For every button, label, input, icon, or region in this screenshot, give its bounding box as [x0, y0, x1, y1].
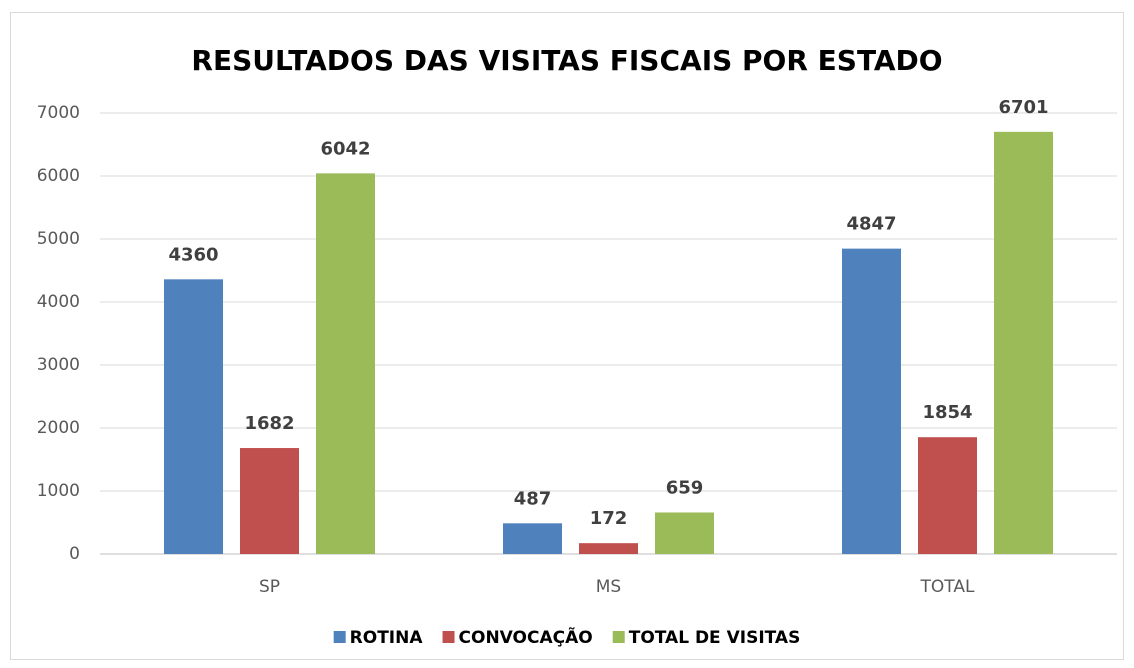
- data-label: 6042: [320, 138, 370, 159]
- data-label: 172: [590, 508, 628, 529]
- data-label: 4360: [168, 244, 218, 265]
- y-tick-label: 6000: [37, 166, 80, 186]
- data-label: 659: [666, 477, 704, 498]
- bar: [164, 279, 223, 554]
- legend-label: TOTAL DE VISITAS: [629, 628, 801, 648]
- y-tick-label: 1000: [37, 481, 80, 501]
- bar: [503, 523, 562, 554]
- y-tick-label: 2000: [37, 418, 80, 438]
- bar: [918, 437, 977, 554]
- data-label: 6701: [998, 97, 1048, 118]
- x-tick-label: SP: [259, 577, 280, 597]
- y-tick-label: 7000: [37, 103, 80, 123]
- legend-swatch: [333, 631, 346, 643]
- legend-swatch: [612, 631, 625, 643]
- chart-title: RESULTADOS DAS VISITAS FISCAIS POR ESTAD…: [191, 44, 942, 77]
- data-label: 1854: [922, 402, 972, 423]
- legend-label: ROTINA: [350, 628, 424, 648]
- bar: [240, 448, 299, 554]
- data-label: 487: [514, 488, 552, 509]
- data-label: 1682: [244, 413, 294, 434]
- y-tick-label: 0: [69, 544, 80, 564]
- bar: [655, 512, 714, 554]
- legend-label: CONVOCAÇÃO: [459, 625, 593, 648]
- x-tick-label: TOTAL: [920, 577, 975, 597]
- data-label: 4847: [846, 214, 896, 235]
- bar: [994, 131, 1053, 554]
- legend-swatch: [442, 631, 455, 643]
- y-tick-label: 3000: [37, 355, 80, 375]
- bar: [579, 543, 638, 554]
- x-tick-label: MS: [596, 577, 621, 597]
- y-tick-label: 5000: [37, 229, 80, 249]
- bar: [842, 248, 901, 554]
- y-tick-label: 4000: [37, 292, 80, 312]
- bar: [316, 173, 375, 554]
